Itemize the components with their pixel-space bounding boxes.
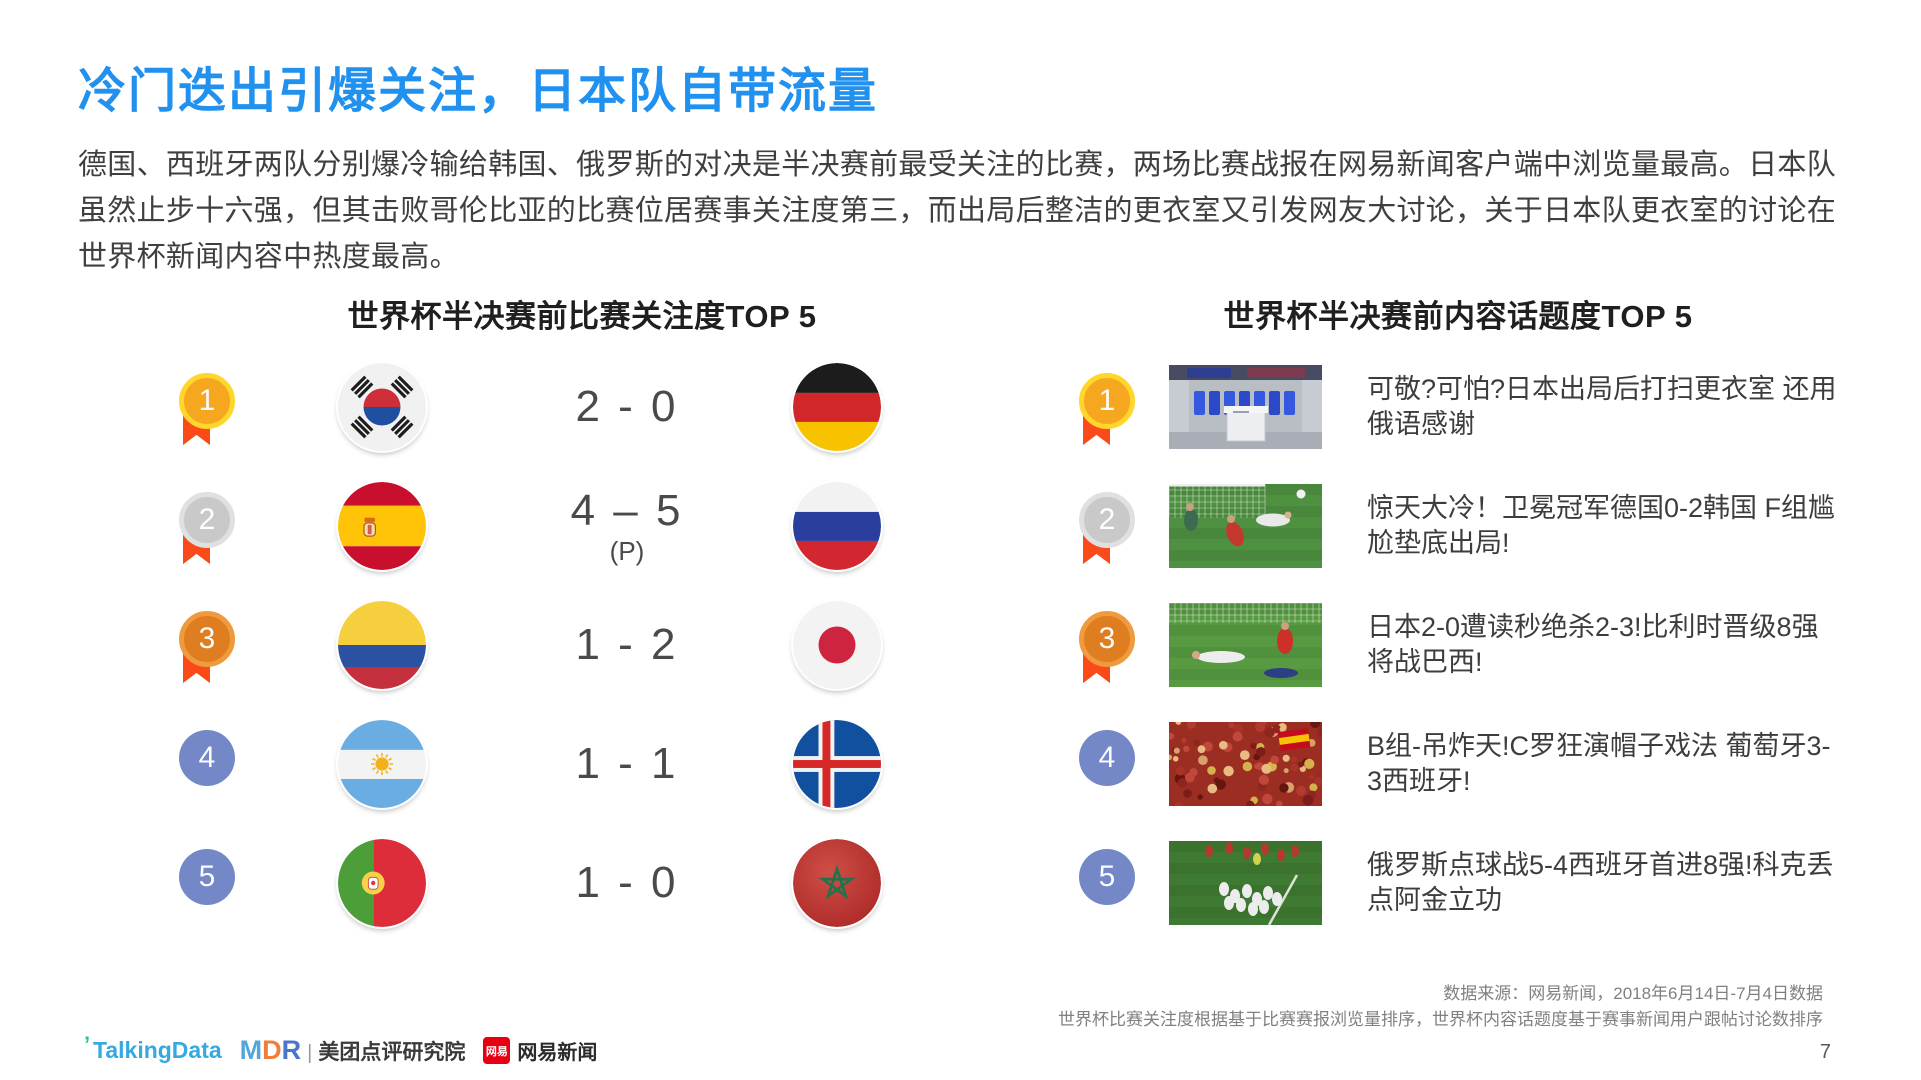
netease-news-logo: 网易 网易新闻 [483, 1036, 597, 1065]
rank-medal: 1 [174, 369, 240, 446]
source-line-1: 数据来源：网易新闻，2018年6月14日-7月4日数据 [1443, 984, 1823, 1003]
rank-number: 2 [1098, 503, 1116, 537]
topic-row: 5 俄罗斯点球战5-4西班牙首进8强!科克丢点阿金立功 [1074, 824, 1842, 943]
content-topic-heading: 世界杯半决赛前内容话题度TOP 5 [1223, 298, 1693, 334]
match-row: 1 2 - 0 [162, 348, 1002, 467]
spain-flag-icon [338, 482, 426, 571]
score-value: 1 - 2 [575, 620, 679, 670]
russia-flag-icon [793, 482, 881, 571]
japan-flag-icon [793, 601, 881, 690]
rank-number: 4 [1098, 741, 1116, 775]
match-score: 4 – 5 (P) [571, 486, 684, 567]
talkingdata-logo: TalkingData [84, 1032, 222, 1064]
medal-disc: 4 [1079, 730, 1135, 787]
mdr-logo-letter-r: R [281, 1035, 302, 1065]
medal-disc: 3 [1079, 611, 1135, 668]
mdr-logo-letter-d: D [262, 1035, 282, 1065]
logo-divider: | [307, 1042, 313, 1064]
mdr-logo-letter-m: M [239, 1035, 263, 1065]
slide-canvas: 冷门迭出引爆关注，日本队自带流量 德国、西班牙两队分别爆冷输给韩国、俄罗斯的对决… [78, 65, 1843, 943]
topic-title: 惊天大冷！卫冕冠军德国0-2韩国 F组尴尬垫底出局! [1367, 492, 1836, 559]
data-source-notes: 数据来源：网易新闻，2018年6月14日-7月4日数据 世界杯比赛关注度根据基于… [1058, 981, 1823, 1032]
topic-title: B组-吊炸天!C罗狂演帽子戏法 葡萄牙3-3西班牙! [1367, 730, 1831, 797]
penalty-note: (P) [609, 535, 645, 566]
match-attention-section: 世界杯半决赛前比赛关注度TOP 5 1 2 - 0 2 4 – 5 (P) 3 [162, 291, 1002, 943]
team-celebration-photo [1169, 841, 1322, 926]
topic-rows: 1 可敬?可怕?日本出局后打扫更衣室 还用俄语感谢 2 惊天大冷！卫冕冠军德国0… [1074, 348, 1842, 943]
rank-number: 4 [198, 741, 216, 775]
match-score: 1 - 0 [575, 858, 678, 908]
source-line-2: 世界杯比赛关注度根据基于比赛赛报浏览量排序，世界杯内容话题度基于赛事新闻用户跟帖… [1058, 1009, 1823, 1029]
match-score: 1 - 2 [575, 620, 678, 670]
netease-logo-label: 网易新闻 [517, 1042, 598, 1064]
iceland-flag-icon [793, 720, 881, 809]
rank-medal: 2 [1074, 488, 1140, 565]
rank-number: 5 [198, 860, 216, 894]
germany-flag-icon [793, 363, 881, 452]
intro-paragraph: 德国、西班牙两队分别爆冷输给韩国、俄罗斯的对决是半决赛前最受关注的比赛，两场比赛… [78, 149, 1837, 273]
topic-title: 日本2-0遭读秒绝杀2-3!比利时晋级8强将战巴西! [1367, 611, 1819, 678]
rank-number: 1 [198, 384, 216, 418]
match-attention-heading: 世界杯半决赛前比赛关注度TOP 5 [347, 298, 817, 334]
argentina-flag-icon [338, 720, 426, 809]
match-row: 3 1 - 2 [162, 586, 1002, 705]
page-number: 7 [1819, 1041, 1831, 1063]
netease-logo-icon: 网易 [483, 1037, 511, 1064]
score-value: 2 - 0 [575, 382, 679, 432]
match-row: 2 4 – 5 (P) [162, 467, 1002, 586]
score-value: 1 - 0 [575, 858, 679, 908]
players-on-pitch-photo [1169, 603, 1322, 688]
locker-room-photo [1169, 365, 1322, 450]
goalmouth-scramble-photo [1169, 484, 1322, 569]
medal-disc: 1 [1079, 373, 1135, 430]
rank-medal: 1 [1074, 369, 1140, 446]
medal-disc: 5 [1079, 849, 1135, 906]
rank-medal: 2 [174, 488, 240, 565]
page-title: 冷门迭出引爆关注，日本队自带流量 [78, 65, 879, 118]
medal-disc: 2 [179, 492, 235, 549]
rank-medal: 3 [174, 607, 240, 684]
rank-medal: 5 [174, 845, 240, 921]
south-korea-flag-icon [338, 363, 426, 452]
topic-row: 2 惊天大冷！卫冕冠军德国0-2韩国 F组尴尬垫底出局! [1074, 467, 1842, 586]
rank-number: 2 [198, 503, 216, 537]
rank-number: 3 [198, 622, 216, 656]
match-score: 1 - 1 [575, 739, 678, 789]
topic-row: 1 可敬?可怕?日本出局后打扫更衣室 还用俄语感谢 [1074, 348, 1842, 467]
topic-row: 3 日本2-0遭读秒绝杀2-3!比利时晋级8强将战巴西! [1074, 586, 1842, 705]
match-score: 2 - 0 [575, 382, 678, 432]
rank-medal: 4 [1074, 726, 1140, 802]
colombia-flag-icon [338, 601, 426, 690]
rank-medal: 4 [174, 726, 240, 802]
medal-disc: 5 [179, 849, 235, 906]
footer-logos: TalkingData MDR | 美团点评研究院 网易 网易新闻 [84, 1032, 597, 1066]
rank-number: 5 [1098, 860, 1116, 894]
red-crowd-photo [1169, 722, 1322, 807]
topic-row: 4 B组-吊炸天!C罗狂演帽子戏法 葡萄牙3-3西班牙! [1074, 705, 1842, 824]
rank-number: 3 [1098, 622, 1116, 656]
content-topic-section: 世界杯半决赛前内容话题度TOP 5 1 可敬?可怕?日本出局后打扫更衣室 还用俄… [1074, 291, 1842, 943]
score-value: 4 – 5 [570, 485, 684, 535]
topic-title: 俄罗斯点球战5-4西班牙首进8强!科克丢点阿金立功 [1367, 849, 1834, 916]
morocco-flag-icon [793, 839, 881, 928]
medal-disc: 4 [179, 730, 235, 787]
content-columns: 世界杯半决赛前比赛关注度TOP 5 1 2 - 0 2 4 – 5 (P) 3 [78, 291, 1843, 943]
medal-disc: 1 [179, 373, 235, 430]
medal-disc: 3 [179, 611, 235, 668]
mdr-logo-label: 美团点评研究院 [318, 1041, 466, 1064]
match-row: 5 1 - 0 [162, 824, 1002, 943]
topic-title: 可敬?可怕?日本出局后打扫更衣室 还用俄语感谢 [1367, 373, 1837, 440]
medal-disc: 2 [1079, 492, 1135, 549]
match-row: 4 1 - 1 [162, 705, 1002, 824]
rank-medal: 3 [1074, 607, 1140, 684]
rank-medal: 5 [1074, 845, 1140, 921]
match-rows: 1 2 - 0 2 4 – 5 (P) 3 1 - 2 [162, 348, 1002, 943]
portugal-flag-icon [338, 839, 426, 928]
score-value: 1 - 1 [575, 739, 679, 789]
rank-number: 1 [1098, 384, 1116, 418]
